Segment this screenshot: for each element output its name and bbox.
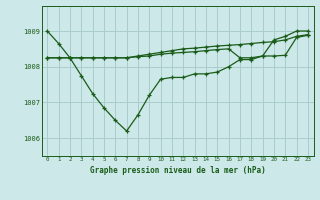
X-axis label: Graphe pression niveau de la mer (hPa): Graphe pression niveau de la mer (hPa)	[90, 166, 266, 175]
